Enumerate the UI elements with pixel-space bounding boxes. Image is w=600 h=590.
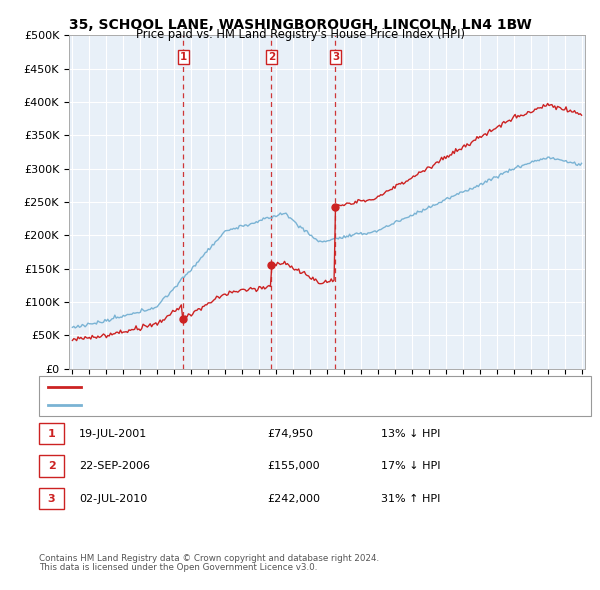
- Text: 3: 3: [332, 52, 339, 62]
- Text: £74,950: £74,950: [267, 429, 313, 438]
- Text: Price paid vs. HM Land Registry's House Price Index (HPI): Price paid vs. HM Land Registry's House …: [136, 28, 464, 41]
- Text: 13% ↓ HPI: 13% ↓ HPI: [381, 429, 440, 438]
- Text: 31% ↑ HPI: 31% ↑ HPI: [381, 494, 440, 503]
- Text: 3: 3: [48, 494, 55, 503]
- Text: Contains HM Land Registry data © Crown copyright and database right 2024.: Contains HM Land Registry data © Crown c…: [39, 555, 379, 563]
- Text: 19-JUL-2001: 19-JUL-2001: [79, 429, 148, 438]
- Text: 1: 1: [180, 52, 187, 62]
- Text: 35, SCHOOL LANE, WASHINGBOROUGH, LINCOLN, LN4 1BW (detached house): 35, SCHOOL LANE, WASHINGBOROUGH, LINCOLN…: [87, 382, 475, 392]
- Text: 1: 1: [48, 429, 55, 438]
- Text: £155,000: £155,000: [267, 461, 320, 471]
- Text: This data is licensed under the Open Government Licence v3.0.: This data is licensed under the Open Gov…: [39, 563, 317, 572]
- Text: 22-SEP-2006: 22-SEP-2006: [79, 461, 150, 471]
- Text: HPI: Average price, detached house, North Kesteven: HPI: Average price, detached house, Nort…: [87, 399, 348, 409]
- Text: 2: 2: [48, 461, 55, 471]
- Text: £242,000: £242,000: [267, 494, 320, 503]
- Text: 17% ↓ HPI: 17% ↓ HPI: [381, 461, 440, 471]
- Text: 35, SCHOOL LANE, WASHINGBOROUGH, LINCOLN, LN4 1BW: 35, SCHOOL LANE, WASHINGBOROUGH, LINCOLN…: [68, 18, 532, 32]
- Text: 02-JUL-2010: 02-JUL-2010: [79, 494, 148, 503]
- Text: 2: 2: [268, 52, 275, 62]
